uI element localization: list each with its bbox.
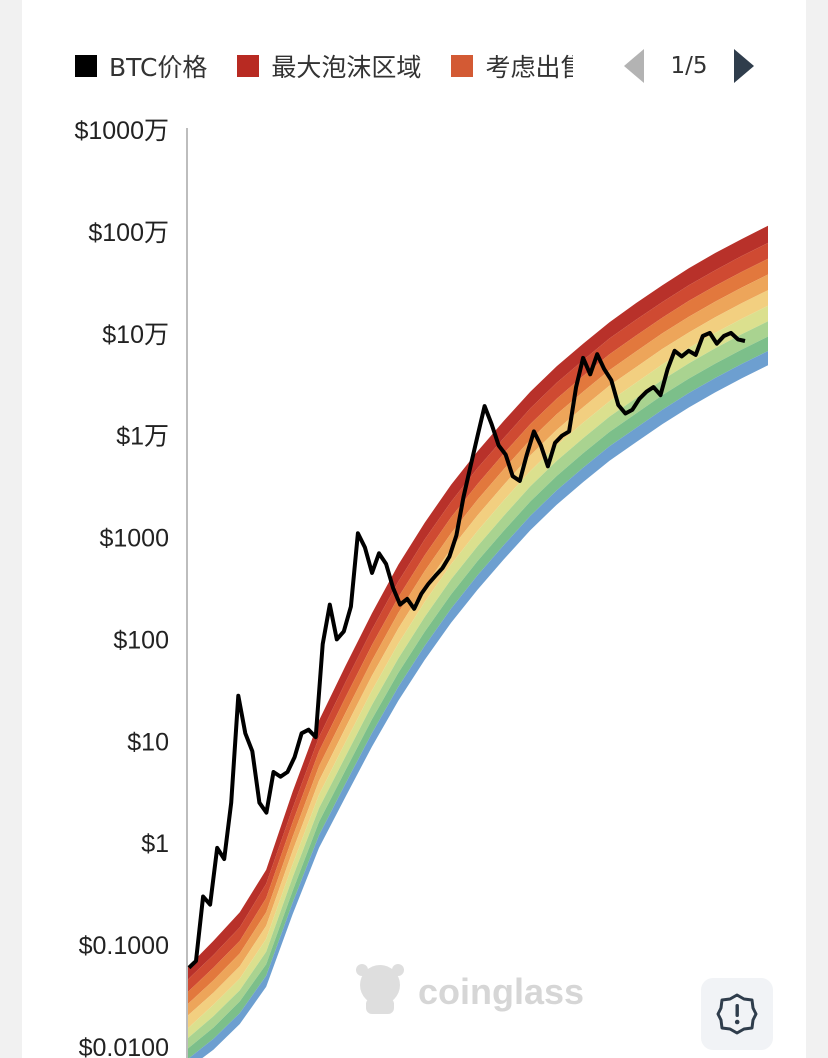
coinglass-logo-icon bbox=[356, 964, 404, 1014]
y-tick-label: $1 bbox=[141, 830, 169, 858]
y-tick-label: $1000万 bbox=[74, 117, 169, 145]
y-tick-label: $1000 bbox=[99, 525, 169, 553]
y-tick-label: $100 bbox=[113, 626, 169, 654]
frame-right-edge bbox=[806, 0, 828, 1058]
y-tick-label: $10万 bbox=[102, 321, 169, 349]
y-axis-ticks: $0.0100 $0.1000 $1 $10 $100 $1000 $1万 $10万 $100万… bbox=[74, 117, 169, 1058]
legend-swatch-consider-selling bbox=[451, 55, 474, 77]
y-tick-label: $0.0100 bbox=[79, 1034, 169, 1058]
y-tick-label: $1万 bbox=[116, 423, 169, 451]
legend-page-indicator: 1/5 bbox=[670, 53, 708, 79]
legend: BTC价格 最大泡沫区域 考虑出售 bbox=[75, 42, 775, 90]
legend-pager: 1/5 bbox=[624, 44, 754, 88]
rainbow-band-1 bbox=[187, 225, 768, 981]
y-tick-label: $0.1000 bbox=[79, 932, 169, 960]
watermark-text: coinglass bbox=[418, 971, 584, 1012]
legend-label-clip: 考虑出售 bbox=[485, 48, 573, 84]
legend-label-btc-price: BTC价格 bbox=[109, 53, 208, 82]
rainbow-band-6 bbox=[187, 305, 768, 1039]
legend-label-consider-selling: 考虑出售 bbox=[485, 53, 574, 82]
rainbow-bands bbox=[187, 225, 768, 1058]
legend-swatch-btc-price bbox=[75, 55, 97, 77]
frame-left-edge bbox=[0, 0, 22, 1058]
legend-item-max-bubble[interactable]: 最大泡沫区域 bbox=[237, 48, 421, 84]
y-tick-label: $10 bbox=[127, 728, 169, 756]
gear-alert-icon bbox=[716, 993, 758, 1035]
legend-swatch-max-bubble bbox=[237, 55, 260, 77]
legend-next-arrow-icon[interactable] bbox=[734, 49, 754, 83]
y-tick-label: $100万 bbox=[88, 219, 169, 247]
coinglass-watermark: coinglass bbox=[356, 964, 584, 1014]
chart-settings-button[interactable] bbox=[701, 978, 773, 1050]
btc-price-line bbox=[187, 330, 746, 970]
legend-item-consider-selling[interactable]: 考虑出售 bbox=[451, 48, 573, 84]
legend-item-btc-price[interactable]: BTC价格 bbox=[75, 48, 207, 84]
legend-label-max-bubble: 最大泡沫区域 bbox=[271, 53, 422, 82]
legend-prev-arrow-icon[interactable] bbox=[624, 49, 644, 83]
